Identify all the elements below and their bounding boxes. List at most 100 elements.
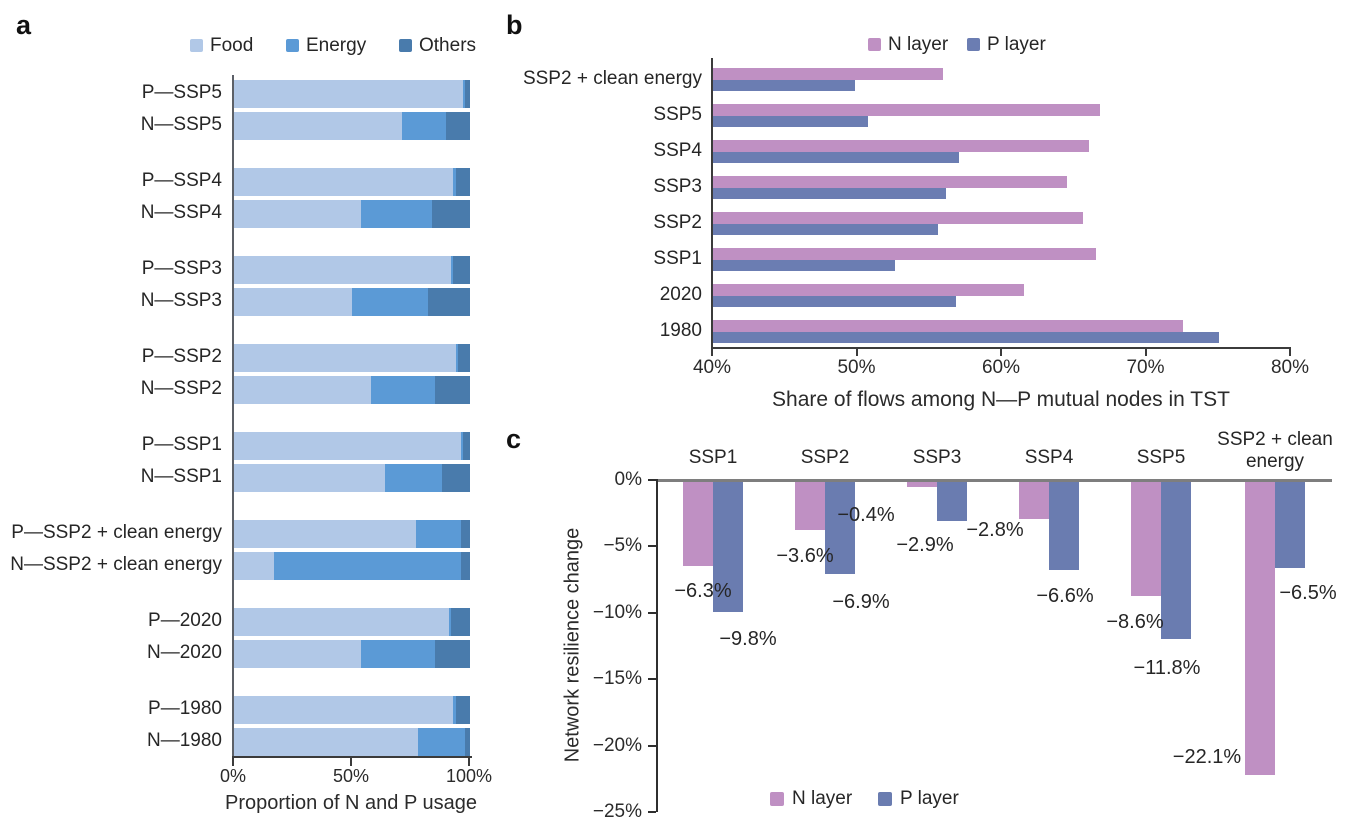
panel-b-letter: b (506, 10, 523, 40)
panel-a-xaxis-tick-label: 50% (332, 766, 370, 786)
panel-a-bar-segment-energy (462, 80, 466, 108)
panel-b-bar-p-layer (713, 296, 956, 307)
panel-b-category-label: SSP4 (653, 140, 702, 161)
panel-c-category-label: SSP4 (1024, 447, 1074, 468)
panel-a-category-label: P—SSP3 (141, 258, 222, 279)
panel-a-bar-row (234, 288, 470, 316)
panel-a-letter: a (16, 10, 32, 40)
panel-a-xaxis-tick (232, 758, 234, 766)
panel-c-value-label-p: −9.8% (719, 628, 777, 650)
panel-c-yaxis-tick (648, 744, 656, 747)
panel-b-xaxis-tick-label: 50% (837, 357, 876, 378)
panel-b-bar-n-layer (713, 68, 943, 80)
panel-a-category-label: P—SSP5 (141, 82, 222, 103)
panel-a-bar-segment-food (234, 344, 456, 372)
panel-a-bar-segment-energy (453, 168, 456, 196)
panel-c-bar-n-layer (1131, 482, 1161, 597)
panel-a-bar-segment-food (234, 200, 362, 228)
panel-a-bar-segment-energy (361, 640, 435, 668)
panel-c-yaxis-tick (648, 545, 656, 548)
panel-a-bar-segment-food (234, 552, 275, 580)
panel-b-bar-n-layer (713, 284, 1024, 296)
panel-a-bar-segment-energy (448, 608, 452, 636)
panel-b-xaxis-tick-label: 40% (692, 357, 732, 378)
panel-c-bar-n-layer (907, 482, 937, 488)
panel-a-legend-label-2: Others (419, 35, 477, 56)
panel-b-category-label: SSP3 (653, 176, 702, 197)
panel-b-legend-label-0: N layer (888, 34, 949, 55)
panel-a-bar-segment-energy (460, 432, 463, 460)
panel-c-value-label-p: −2.9% (896, 534, 954, 556)
panel-a-bar-row (234, 80, 470, 108)
panel-a-bar-segment-others (432, 200, 470, 228)
panel-c-bar-p-layer (1275, 482, 1305, 569)
panel-c-yaxis-tick-label: 0% (614, 469, 642, 490)
panel-b-bar-p-layer (713, 80, 855, 91)
panel-a-bar-segment-others (460, 552, 470, 580)
panel-a-bar-segment-food (234, 520, 416, 548)
panel-a-bar-segment-food (234, 168, 454, 196)
panel-c-yaxis-tick-label: −10% (592, 601, 642, 623)
panel-a-bar-segment-energy (352, 288, 428, 316)
panel-a-category-label: N—SSP2 + clean energy (10, 554, 222, 575)
panel-a-bar-segment-others (427, 288, 470, 316)
panel-a-bar-segment-others (455, 168, 470, 196)
panel-c-yaxis-tick-label: −20% (592, 734, 642, 756)
panel-a-bar-segment-others (462, 432, 470, 460)
panel-c-value-label-p: −6.9% (832, 591, 890, 613)
panel-c-bar-n-layer (1245, 482, 1275, 776)
panel-c-bar-p-layer (937, 482, 967, 521)
panel-a-category-label: P—SSP1 (141, 434, 222, 455)
panel-a-bar-row (234, 552, 470, 580)
panel-a-bar-row (234, 200, 470, 228)
panel-a-bar-row (234, 520, 470, 548)
panel-a-xaxis-tick (468, 758, 470, 766)
panel-b-legend-label-1: P layer (987, 34, 1046, 55)
panel-c-bar-p-layer (1161, 482, 1191, 639)
panel-a-bar-segment-food (234, 376, 371, 404)
panel-a-xaxis-tick-label: 100% (445, 766, 493, 786)
panel-c-value-label-n: −3.6% (776, 545, 834, 567)
panel-a-legend-swatch-1 (286, 39, 299, 52)
panel-a-bar-row (234, 168, 470, 196)
panel-a-bar-segment-energy (274, 552, 461, 580)
panel-a-bar-segment-energy (455, 344, 459, 372)
panel-c-bar-n-layer (683, 482, 713, 566)
panel-a-xaxis-title: Proportion of N and P usage (224, 792, 478, 814)
panel-a-bar-row (234, 640, 470, 668)
panel-c-legend-label-1: P layer (900, 788, 959, 809)
panel-a-category-label: N—SSP4 (140, 202, 222, 223)
panel-a-bar-segment-others (460, 520, 470, 548)
panel-b-category-label: SSP2 + clean energy (522, 68, 702, 89)
panel-c-category-label: SSP2 + clean energy (1217, 429, 1333, 472)
panel-b-bar-p-layer (713, 152, 959, 163)
panel-c-value-label-n: −0.4% (837, 504, 895, 526)
panel-b-bar-p-layer (713, 224, 939, 235)
panel-a-bar-segment-energy (453, 696, 456, 724)
panel-a-category-label: P—SSP2 (141, 346, 222, 367)
panel-a-bar-segment-food (234, 696, 454, 724)
panel-c-yaxis-tick (648, 611, 656, 614)
panel-a-bar-segment-food (234, 608, 449, 636)
panel-a-bar-segment-energy (415, 520, 461, 548)
panel-b-category-label: SSP5 (653, 104, 702, 125)
panel-c-legend-swatch-1 (878, 792, 892, 806)
panel-c-category-label: SSP3 (912, 447, 962, 468)
panel-c-category-label: SSP1 (688, 447, 738, 468)
panel-b-bar-n-layer (713, 104, 1101, 116)
panel-b-legend-swatch-1 (967, 38, 980, 51)
panel-a-category-label: N—SSP1 (140, 466, 222, 487)
panel-a-category-label: N—SSP5 (140, 114, 222, 135)
panel-c-bar-p-layer (713, 482, 743, 613)
panel-a-bar-segment-food (234, 288, 352, 316)
panel-b-xaxis-tick-label: 70% (1126, 357, 1165, 378)
panel-c-category-label: SSP2 (800, 447, 850, 468)
panel-c-legend-swatch-0 (770, 792, 784, 806)
panel-a-xaxis-tick-label: 0% (219, 766, 246, 786)
panel-c-bar-n-layer (795, 482, 825, 530)
panel-a-bar-segment-energy (451, 256, 454, 284)
panel-a-bar-row (234, 464, 470, 492)
panel-b-bar-p-layer (713, 116, 868, 127)
panel-c-yaxis-tick (648, 479, 656, 481)
